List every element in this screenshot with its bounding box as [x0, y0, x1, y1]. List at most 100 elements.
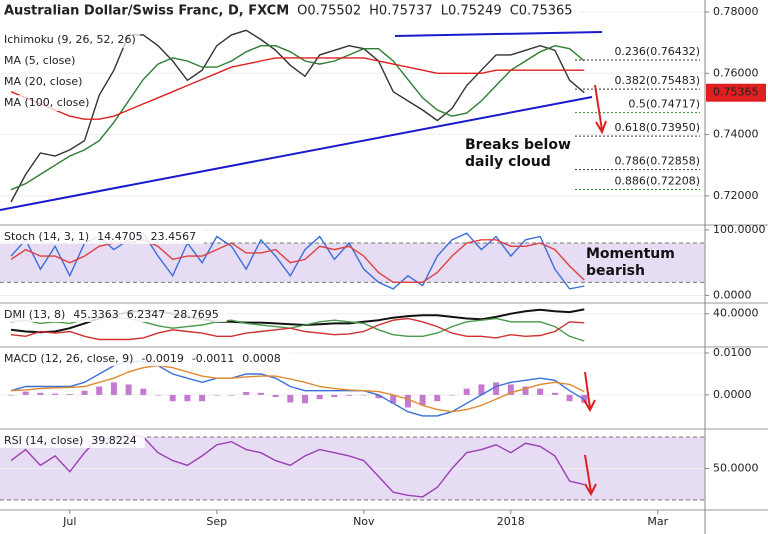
arrows [583, 84, 607, 497]
histogram-bar [125, 384, 132, 395]
legend-bg [0, 228, 205, 244]
legend-text: 6.2347 [127, 308, 166, 321]
x-tick-label: Nov [353, 515, 375, 528]
histogram-bar [449, 394, 455, 396]
legend-entry: MA (20, close) [4, 75, 82, 88]
arrow [583, 371, 596, 413]
histogram-bar [390, 394, 397, 404]
series-line [10, 29, 585, 203]
histogram-bar [404, 394, 411, 408]
fib-label: 0.886(0.72208) [614, 175, 700, 188]
histogram-bar [566, 394, 573, 402]
series-line [10, 364, 585, 413]
histogram-bar [22, 391, 29, 395]
histogram-bar [375, 394, 382, 399]
series-line [10, 360, 585, 417]
trend-line [394, 31, 603, 37]
x-tick-label: Mar [647, 515, 668, 528]
series-line [10, 317, 585, 341]
histogram-bar [507, 384, 514, 395]
legend-entry: MA (5, close) [4, 54, 75, 67]
histogram-bar [346, 394, 353, 396]
histogram-bar [66, 394, 73, 395]
y-tick-label: 0.72000 [713, 189, 759, 202]
legend-bg [0, 74, 87, 90]
histogram-bar [478, 384, 485, 395]
histogram-bar [537, 388, 544, 395]
histogram-bar [184, 394, 191, 402]
histogram-bar [199, 394, 206, 402]
legend-bg [0, 306, 227, 322]
y-tick-label: 0.0100 [713, 346, 752, 359]
histogram-bar [551, 392, 558, 395]
histogram-bar [213, 394, 220, 396]
legend-entry: Ichimoku (9, 26, 52, 26) [4, 33, 136, 46]
legend-text: 39.8224 [91, 434, 137, 447]
x-tick-label: Sep [206, 515, 227, 528]
histogram-bar [81, 390, 88, 395]
legend-entry: MA (100, close) [4, 96, 89, 109]
fib-label: 0.236(0.76432) [614, 45, 700, 58]
legend-text: L0.75249 [441, 4, 502, 19]
x-tick-label: Jul [62, 515, 76, 528]
series-line [10, 239, 585, 283]
histogram-bar [37, 392, 44, 395]
x-tick-label: 2018 [497, 515, 525, 528]
histogram-bar [243, 391, 250, 395]
legend-text: H0.75737 [369, 4, 433, 19]
legend-text: 28.7695 [173, 308, 219, 321]
legend-text: 14.4705 [97, 230, 143, 243]
arrow [584, 454, 597, 497]
histogram-bar [493, 382, 500, 395]
histogram-bar [522, 386, 529, 395]
y-tick-label: 0.0000 [713, 388, 752, 401]
y-tick-label: 0.74000 [713, 128, 759, 141]
y-tick-label: 50.0000 [713, 462, 759, 475]
y-tick-label: 0.78000 [713, 5, 759, 18]
y-tick-label: 100.0000 [713, 223, 766, 236]
histogram-bar [110, 382, 117, 395]
histogram-bar [96, 386, 103, 395]
legend-bg [0, 53, 80, 69]
histogram-bar [140, 388, 147, 395]
legend-text: RSI (14, close) [4, 434, 83, 447]
histogram-bar [8, 394, 14, 396]
annotation: Momentum bearish [586, 246, 675, 279]
legend-bg [0, 2, 581, 18]
fib-label: 0.618(0.73950) [614, 121, 700, 134]
histogram-bar [316, 394, 323, 400]
histogram-bar [434, 394, 441, 402]
legend-text: 0.0008 [242, 352, 281, 365]
histogram-bar [302, 394, 308, 404]
histogram-bar [228, 394, 235, 396]
y-tick-label: 40.0000 [713, 307, 759, 320]
legend-text: -0.0011 [192, 352, 234, 365]
histogram-bar [360, 394, 367, 396]
legend-bg [0, 432, 145, 448]
legend-text: Australian Dollar/Swiss Franc, D, FXCM [4, 4, 289, 19]
histogram-bar [169, 394, 176, 402]
histogram-bar [272, 394, 279, 398]
y-tick-label: 0.0000 [713, 288, 752, 301]
legend-text: Stoch (14, 3, 1) [4, 230, 89, 243]
fib-label: 0.786(0.72858) [614, 155, 700, 168]
trend-line [0, 96, 593, 211]
histogram-bar [155, 394, 161, 396]
price-tag [706, 83, 766, 102]
histogram-bar [331, 394, 338, 398]
fib-label: 0.382(0.75483) [614, 74, 700, 87]
price-tag-label: 0.75365 [713, 86, 759, 99]
histogram-bar [463, 388, 470, 395]
y-tick-label: 0.76000 [713, 66, 759, 79]
legend-text: MACD (12, 26, close, 9) [4, 352, 133, 365]
annotation: Breaks below daily cloud [465, 137, 571, 170]
legend-text: C0.75365 [510, 4, 573, 19]
legend-bg [0, 32, 140, 48]
histogram-bar [287, 394, 294, 403]
fib-label: 0.5(0.74717) [628, 98, 700, 111]
legend-text: O0.75502 [297, 4, 361, 19]
legend-text: -0.0019 [141, 352, 183, 365]
legend-bg [0, 350, 289, 366]
